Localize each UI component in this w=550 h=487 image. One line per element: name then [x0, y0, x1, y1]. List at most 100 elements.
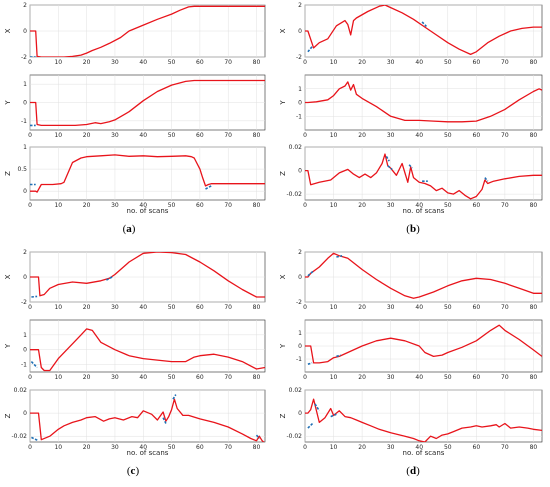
x-tick-label: 10: [54, 132, 62, 139]
reference-trajectory-line: [408, 164, 413, 169]
reference-trajectory-line: [336, 255, 343, 258]
x-tick-label: 80: [253, 304, 261, 311]
y-axis-label: Y: [4, 100, 12, 106]
x-tick-label: 20: [83, 304, 91, 311]
x-tick-label: 60: [473, 304, 481, 311]
x-axis-label: no. of scans: [403, 449, 445, 457]
y-tick-label: -0.02: [286, 191, 302, 198]
x-tick-label: 0: [28, 374, 32, 381]
x-tick-label: 60: [196, 444, 204, 451]
y-axis-label: Z: [4, 171, 12, 176]
x-tick-label: 70: [224, 132, 232, 139]
x-tick-label: 30: [387, 444, 395, 451]
x-tick-label: 10: [330, 304, 338, 311]
x-tick-label: 10: [330, 444, 338, 451]
y-tick-label: -0.02: [11, 433, 27, 440]
y-tick-label: 0: [298, 100, 302, 107]
y-tick-label: 1: [23, 332, 27, 339]
y-tick-label: 0.02: [289, 144, 303, 151]
y-tick-label: 0: [23, 100, 27, 107]
x-tick-label: 40: [415, 59, 423, 66]
reference-trajectory-line: [307, 362, 313, 365]
y-tick-label: 2: [23, 249, 27, 256]
x-tick-label: 10: [54, 59, 62, 66]
estimated-trajectory-line: [30, 5, 265, 57]
x-tick-label: 50: [444, 304, 452, 311]
x-tick-label: 50: [168, 444, 176, 451]
y-tick-label: 1: [23, 144, 27, 151]
x-tick-label: 30: [111, 202, 119, 209]
x-tick-label: 20: [358, 374, 366, 381]
x-tick-label: 40: [139, 202, 147, 209]
x-tick-label: 70: [224, 304, 232, 311]
subfigure-caption: (b): [406, 223, 420, 235]
y-tick-label: 1: [298, 86, 302, 93]
plot-frame: [304, 146, 543, 201]
y-tick-label: 0: [23, 347, 27, 354]
estimated-trajectory-line: [305, 153, 542, 200]
x-tick-label: 60: [473, 374, 481, 381]
x-tick-label: 60: [196, 132, 204, 139]
x-tick-label: 20: [83, 59, 91, 66]
x-tick-label: 0: [303, 59, 307, 66]
x-tick-label: 10: [330, 132, 338, 139]
x-tick-label: 70: [501, 132, 509, 139]
reference-trajectory-line: [387, 165, 393, 171]
estimated-trajectory-line: [305, 398, 542, 442]
x-tick-label: 30: [387, 304, 395, 311]
x-tick-label: 40: [415, 132, 423, 139]
reference-trajectory-line: [31, 295, 38, 298]
reference-trajectory-line: [31, 436, 39, 442]
x-tick-label: 70: [501, 59, 509, 66]
x-tick-label: 20: [83, 374, 91, 381]
subfigure-caption: (c): [127, 465, 140, 477]
x-tick-label: 50: [444, 374, 452, 381]
x-tick-label: 10: [54, 202, 62, 209]
x-tick-label: 0: [303, 444, 307, 451]
x-axis-label: no. of scans: [127, 207, 169, 215]
x-tick-label: 80: [530, 202, 538, 209]
reference-trajectory-line: [307, 46, 313, 53]
panel-z: 0 10 20 30 40 50 60 70 80 0 0.5 1 Z: [4, 144, 266, 209]
x-tick-label: 40: [415, 202, 423, 209]
x-tick-label: 80: [530, 374, 538, 381]
y-tick-label: -2: [296, 299, 302, 306]
y-axis-label: X: [4, 28, 12, 33]
x-tick-label: 50: [444, 444, 452, 451]
reference-trajectory-line: [484, 177, 489, 182]
x-tick-label: 50: [168, 202, 176, 209]
y-tick-label: 0: [298, 410, 302, 417]
estimated-trajectory-line: [305, 324, 542, 364]
x-tick-label: 0: [28, 202, 32, 209]
reference-trajectory-line: [336, 354, 341, 358]
y-tick-label: 2: [23, 2, 27, 9]
y-tick-label: 0.5: [17, 166, 27, 173]
y-tick-label: -2: [21, 54, 27, 61]
x-tick-label: 10: [330, 202, 338, 209]
x-tick-label: 40: [139, 374, 147, 381]
estimated-trajectory-line: [30, 154, 265, 193]
x-tick-label: 60: [196, 374, 204, 381]
y-tick-label: 1: [23, 81, 27, 88]
x-tick-label: 30: [111, 444, 119, 451]
x-tick-label: 10: [330, 59, 338, 66]
plot-frame: [304, 389, 543, 443]
estimated-trajectory-line: [30, 398, 265, 442]
x-tick-label: 70: [501, 202, 509, 209]
y-tick-label: -0.02: [286, 433, 302, 440]
y-tick-label: 0.02: [289, 387, 303, 394]
y-tick-label: 0: [298, 28, 302, 35]
reference-trajectory-line: [162, 417, 167, 424]
x-tick-label: 0: [28, 304, 32, 311]
reference-trajectory-line: [30, 361, 38, 369]
x-tick-label: 20: [358, 59, 366, 66]
x-tick-label: 10: [330, 374, 338, 381]
y-tick-label: 0: [298, 274, 302, 281]
x-tick-label: 40: [415, 444, 423, 451]
